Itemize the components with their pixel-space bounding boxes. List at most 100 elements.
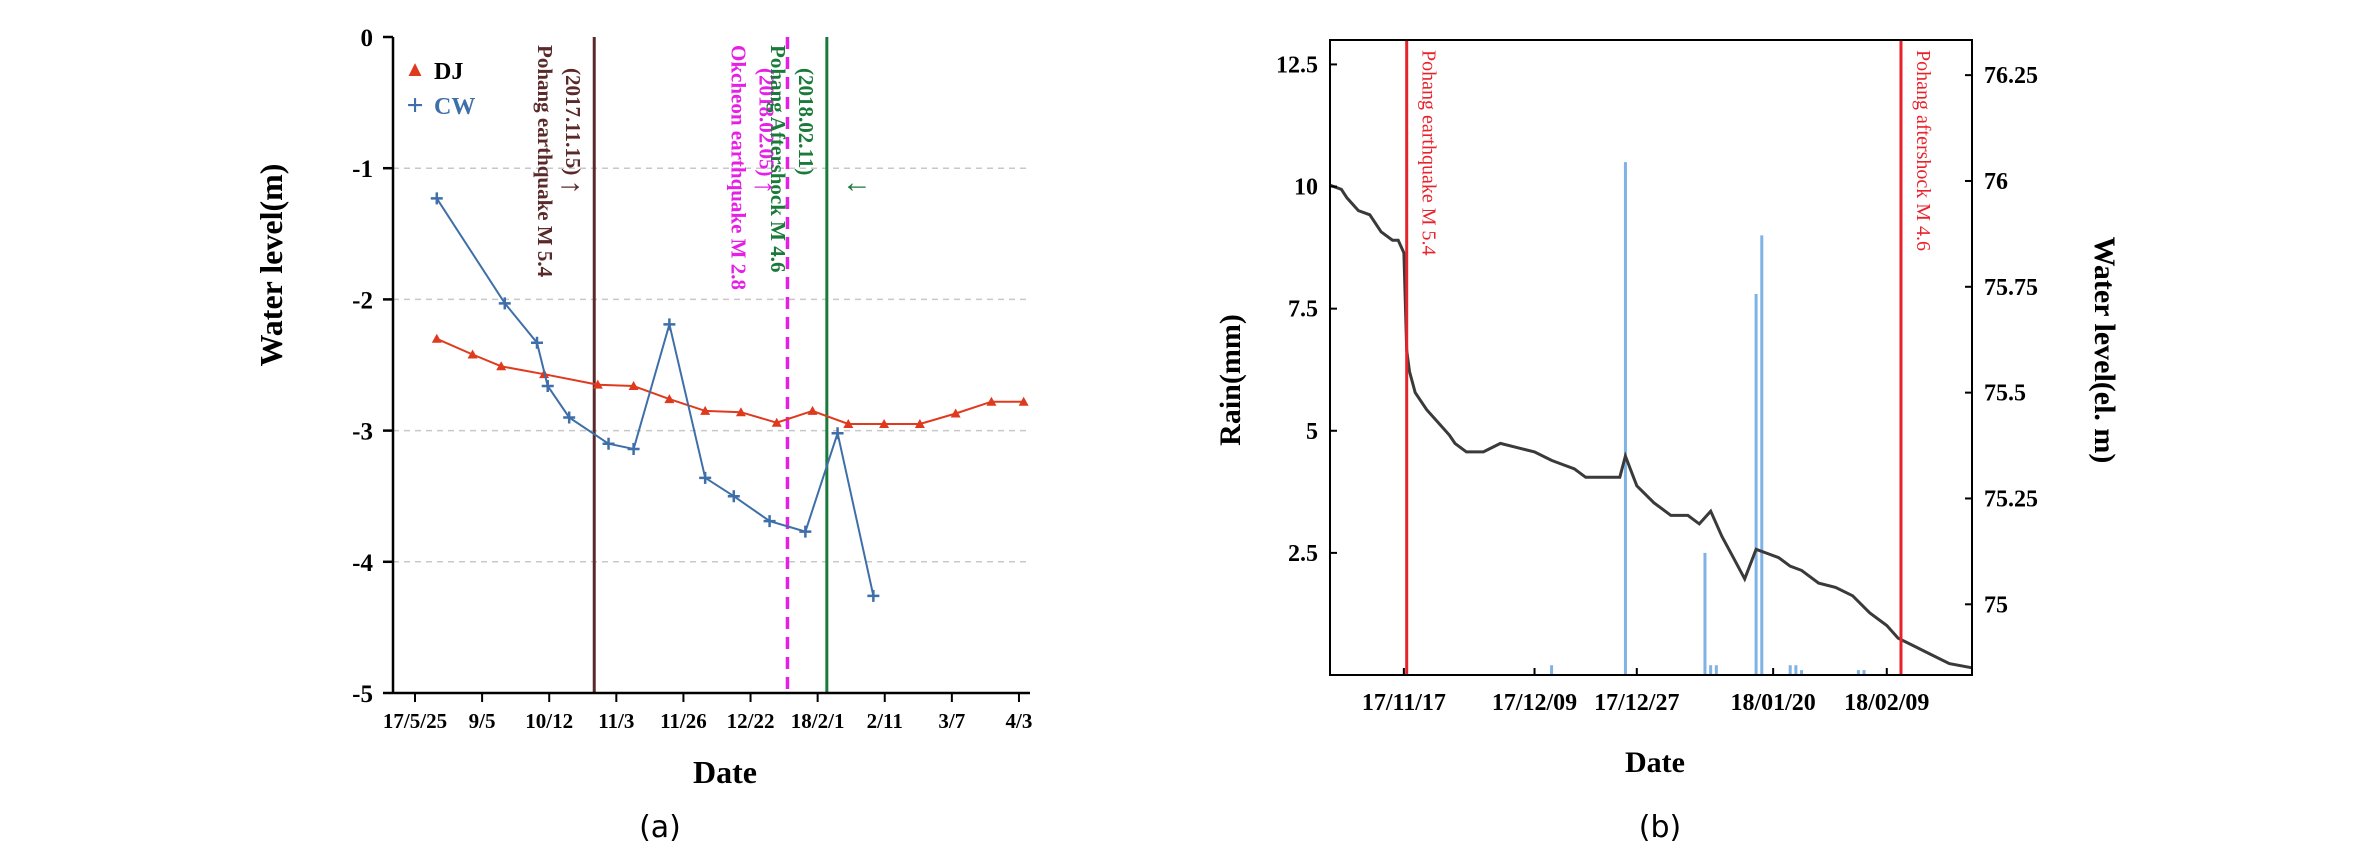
a-tick-labels: 0 -1 -2 -3 -4 -5 17/5/25 9/5 10/12 11/3 11/26 12/22… <box>352 25 1032 733</box>
b-rain-bar <box>1800 670 1804 675</box>
a-point-cw <box>430 192 443 205</box>
a-event-label: Pohang earthquake M 5.4 <box>533 45 557 278</box>
b-water-level <box>1329 183 1973 670</box>
a-axes <box>383 35 1030 702</box>
a-y-tick-label: -1 <box>352 156 373 183</box>
a-point-cw <box>867 589 880 602</box>
a-event-arrow: ← <box>842 166 872 199</box>
a-series-line-cw <box>435 197 875 597</box>
b-y2-tick-label: 75.5 <box>1984 381 2026 407</box>
panel-b-chart: Pohang earthquake M 5.4 Pohang aftershock… <box>1214 39 2121 845</box>
b-y-tick-label: 10 <box>1294 175 1318 201</box>
b-x-tick-label: 17/11/17 <box>1362 690 1446 716</box>
b-y2-tick-label: 75.25 <box>1984 486 2038 512</box>
legend-dj-marker: ▲ <box>404 56 426 81</box>
a-y-tick-label: -3 <box>352 419 373 446</box>
a-x-tick-label: 18/2/1 <box>791 709 845 733</box>
b-event-label: Pohang earthquake M 5.4 <box>1418 50 1440 256</box>
a-x-tick-label: 11/26 <box>660 709 707 733</box>
a-point-cw <box>799 525 812 538</box>
b-rain-bar <box>1760 235 1764 675</box>
b-event-lines: Pohang earthquake M 5.4 Pohang aftershock… <box>1405 40 1934 675</box>
b-rain-bar <box>1788 665 1792 675</box>
a-x-tick-label: 12/22 <box>727 709 775 733</box>
b-y2-axis-title: Water level(el. m) <box>2088 237 2121 464</box>
a-series <box>430 192 1029 602</box>
a-point-dj <box>628 380 639 390</box>
a-point-cw <box>563 411 576 424</box>
b-event-label: Pohang aftershock M 4.6 <box>1912 50 1934 251</box>
a-x-tick-label: 3/7 <box>938 709 965 733</box>
b-plot-frame <box>1329 39 1973 676</box>
a-event-date: (2017.11.15) <box>561 68 585 175</box>
b-rain-bars <box>1550 162 1866 676</box>
b-x-tick-label: 17/12/27 <box>1594 690 1679 716</box>
a-event-date: (2018.02.05) <box>754 68 778 177</box>
a-point-cw <box>541 379 554 392</box>
a-point-dj <box>879 419 890 429</box>
a-point-cw <box>763 515 776 528</box>
a-event-annotations: Pohang earthquake M 5.4 (2017.11.15)→ Okch… <box>533 45 872 290</box>
b-tick-labels: 2.5 5 7.5 10 12.5 75 75.25 75.5 75.75 76 76.25 17/1… <box>1276 52 2038 716</box>
a-x-tick-label: 17/5/25 <box>383 709 447 733</box>
a-point-dj <box>1018 396 1029 406</box>
a-y-tick-label: 0 <box>361 25 374 52</box>
b-axes <box>1329 39 1973 676</box>
a-x-axis-title: Date <box>693 754 757 790</box>
b-y-tick-label: 2.5 <box>1288 541 1318 567</box>
a-x-tick-label: 11/3 <box>598 709 634 733</box>
panel-a-chart: 0 -1 -2 -3 -4 -5 17/5/25 9/5 10/12 11/3 11/26 12/22… <box>253 25 1032 845</box>
b-y2-tick-label: 75 <box>1984 592 2008 618</box>
a-point-cw <box>530 336 543 349</box>
b-x-tick-label: 17/12/09 <box>1492 690 1577 716</box>
b-y-tick-label: 5 <box>1306 419 1318 445</box>
a-point-dj <box>592 379 603 389</box>
a-gridlines <box>393 167 1030 563</box>
a-x-tick-label: 10/12 <box>525 709 573 733</box>
a-event-label: Pohang Aftershock M 4.6 <box>766 45 790 273</box>
a-point-cw <box>663 318 676 331</box>
a-point-dj <box>986 396 997 406</box>
b-x-axis-title: Date <box>1625 746 1685 779</box>
a-x-tick-label: 2/11 <box>867 709 903 733</box>
a-point-cw <box>498 297 511 310</box>
a-point-dj <box>771 417 782 427</box>
b-rain-bar <box>1862 670 1866 675</box>
a-y-tick-label: -4 <box>352 550 373 577</box>
a-point-dj <box>914 419 925 429</box>
a-point-cw <box>602 437 615 450</box>
b-y2-tick-label: 75.75 <box>1984 275 2038 301</box>
a-point-dj <box>950 408 961 418</box>
a-point-dj <box>735 407 746 417</box>
a-legend: ▲ DJ + CW <box>404 56 475 122</box>
b-rain-bar <box>1856 670 1860 675</box>
a-y-axis-title: Water level(m) <box>253 164 289 367</box>
a-point-dj <box>807 405 818 415</box>
b-rain-bar <box>1794 665 1798 675</box>
a-y-tick-label: -2 <box>352 287 373 314</box>
b-y-axis-title: Rain(mm) <box>1214 314 1247 446</box>
legend-cw-marker: + <box>406 89 423 122</box>
b-rain-bar <box>1703 552 1707 675</box>
legend-entry-dj: ▲ DJ <box>404 56 463 85</box>
b-rain-bar <box>1550 665 1554 675</box>
b-y-tick-label: 7.5 <box>1288 297 1318 323</box>
b-rain-bar <box>1709 665 1713 675</box>
legend-cw-label: CW <box>434 94 475 120</box>
a-point-cw <box>831 427 844 440</box>
b-y2-tick-label: 76.25 <box>1984 63 2038 89</box>
a-y-tick-label: -5 <box>352 681 373 708</box>
a-point-dj <box>843 419 854 429</box>
a-event-date: (2018.02.11) <box>794 68 818 175</box>
a-event-arrow: → <box>555 166 585 199</box>
a-event-arrow: → <box>748 166 778 199</box>
a-point-dj <box>496 361 507 371</box>
b-rain-bar <box>1623 162 1627 676</box>
b-x-tick-label: 18/02/09 <box>1844 690 1929 716</box>
b-x-tick-label: 18/01/20 <box>1730 690 1815 716</box>
a-point-dj <box>664 394 675 404</box>
a-panel-label: (a) <box>639 810 681 845</box>
a-point-dj <box>700 405 711 415</box>
a-point-cw <box>627 442 640 455</box>
